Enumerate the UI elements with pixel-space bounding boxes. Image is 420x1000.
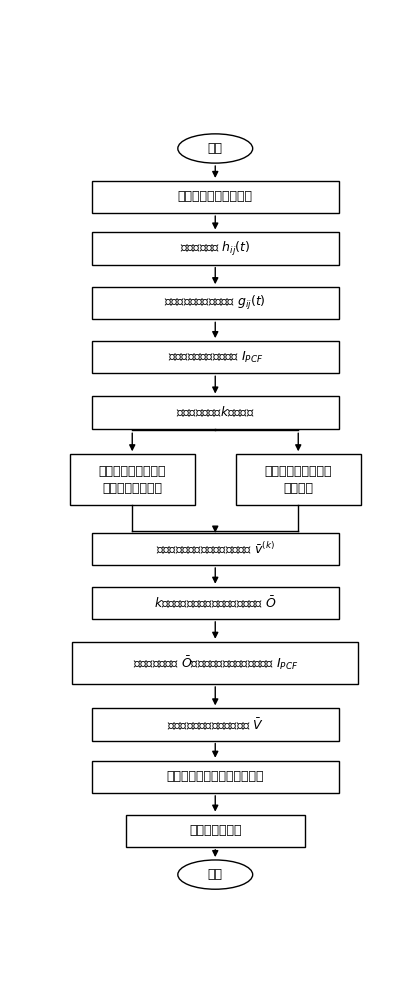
Bar bbox=[236, 454, 361, 505]
Bar bbox=[92, 341, 339, 373]
Text: 提取缺陷的方向: 提取缺陷的方向 bbox=[189, 824, 241, 837]
Bar bbox=[70, 454, 195, 505]
Bar bbox=[92, 181, 339, 213]
Text: 全阵列在空间各点的幅值矢量 $\bar{V}$: 全阵列在空间各点的幅值矢量 $\bar{V}$ bbox=[167, 717, 264, 732]
Bar bbox=[72, 642, 358, 684]
Text: 对合成幅值矢量 $\bar{O}$进行单位化后乘以全阵列幅值 $I_{PCF}$: 对合成幅值矢量 $\bar{O}$进行单位化后乘以全阵列幅值 $I_{PCF}$ bbox=[133, 654, 298, 672]
Text: 单个子阵列在空间各
点的幅值: 单个子阵列在空间各 点的幅值 bbox=[265, 465, 332, 495]
Ellipse shape bbox=[178, 860, 253, 889]
Ellipse shape bbox=[178, 134, 253, 163]
Text: 全阵列在空间各点的幅值 $I_{PCF}$: 全阵列在空间各点的幅值 $I_{PCF}$ bbox=[168, 350, 263, 365]
Bar bbox=[92, 761, 339, 793]
Text: $k$个子阵列在空间各点的合成幅值矢量 $\bar{O}$: $k$个子阵列在空间各点的合成幅值矢量 $\bar{O}$ bbox=[154, 595, 276, 611]
Bar bbox=[92, 287, 339, 319]
Bar bbox=[92, 232, 339, 265]
Bar bbox=[92, 396, 339, 429]
Text: 全阵列在空间各点的矢量成像: 全阵列在空间各点的矢量成像 bbox=[166, 770, 264, 783]
Text: 开始: 开始 bbox=[208, 142, 223, 155]
Bar bbox=[92, 533, 339, 565]
Bar bbox=[126, 815, 305, 847]
Bar bbox=[92, 708, 339, 741]
Text: 阵列换能器的检测实验: 阵列换能器的检测实验 bbox=[178, 190, 253, 204]
Text: 结束: 结束 bbox=[208, 868, 223, 881]
Text: 希尔伯特变换取包络信号 $g_{ij}(t)$: 希尔伯特变换取包络信号 $g_{ij}(t)$ bbox=[164, 294, 266, 312]
Bar bbox=[92, 587, 339, 619]
Text: 单个子阵列在空间各
点的单位方向矢量: 单个子阵列在空间各 点的单位方向矢量 bbox=[99, 465, 166, 495]
Text: 采集时域信号 $h_{ij}(t)$: 采集时域信号 $h_{ij}(t)$ bbox=[180, 240, 250, 258]
Text: 将全阵列划分为$k$个子阵列: 将全阵列划分为$k$个子阵列 bbox=[176, 405, 255, 420]
Text: 单个子阵列在空间各点的幅值矢量 $\bar{v}^{(k)}$: 单个子阵列在空间各点的幅值矢量 $\bar{v}^{(k)}$ bbox=[156, 541, 275, 557]
